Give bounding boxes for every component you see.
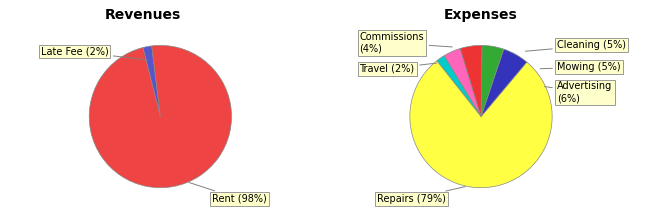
Text: Late Fee (2%): Late Fee (2%) — [40, 46, 147, 60]
Wedge shape — [89, 45, 231, 188]
Text: Travel (2%): Travel (2%) — [359, 63, 437, 74]
Text: Repairs (79%): Repairs (79%) — [377, 187, 465, 204]
Wedge shape — [444, 49, 481, 117]
Wedge shape — [481, 45, 504, 117]
Text: Cleaning (5%): Cleaning (5%) — [525, 40, 627, 51]
Wedge shape — [437, 56, 481, 117]
Title: Expenses: Expenses — [444, 8, 518, 22]
Wedge shape — [410, 61, 552, 188]
Text: Mowing (5%): Mowing (5%) — [540, 62, 621, 72]
Title: Revenues: Revenues — [105, 8, 181, 22]
Wedge shape — [460, 45, 482, 117]
Text: Commissions
(4%): Commissions (4%) — [359, 32, 452, 54]
Text: Rent (98%): Rent (98%) — [189, 183, 267, 204]
Wedge shape — [143, 46, 161, 117]
Wedge shape — [481, 49, 526, 117]
Text: Advertising
(6%): Advertising (6%) — [545, 81, 612, 103]
